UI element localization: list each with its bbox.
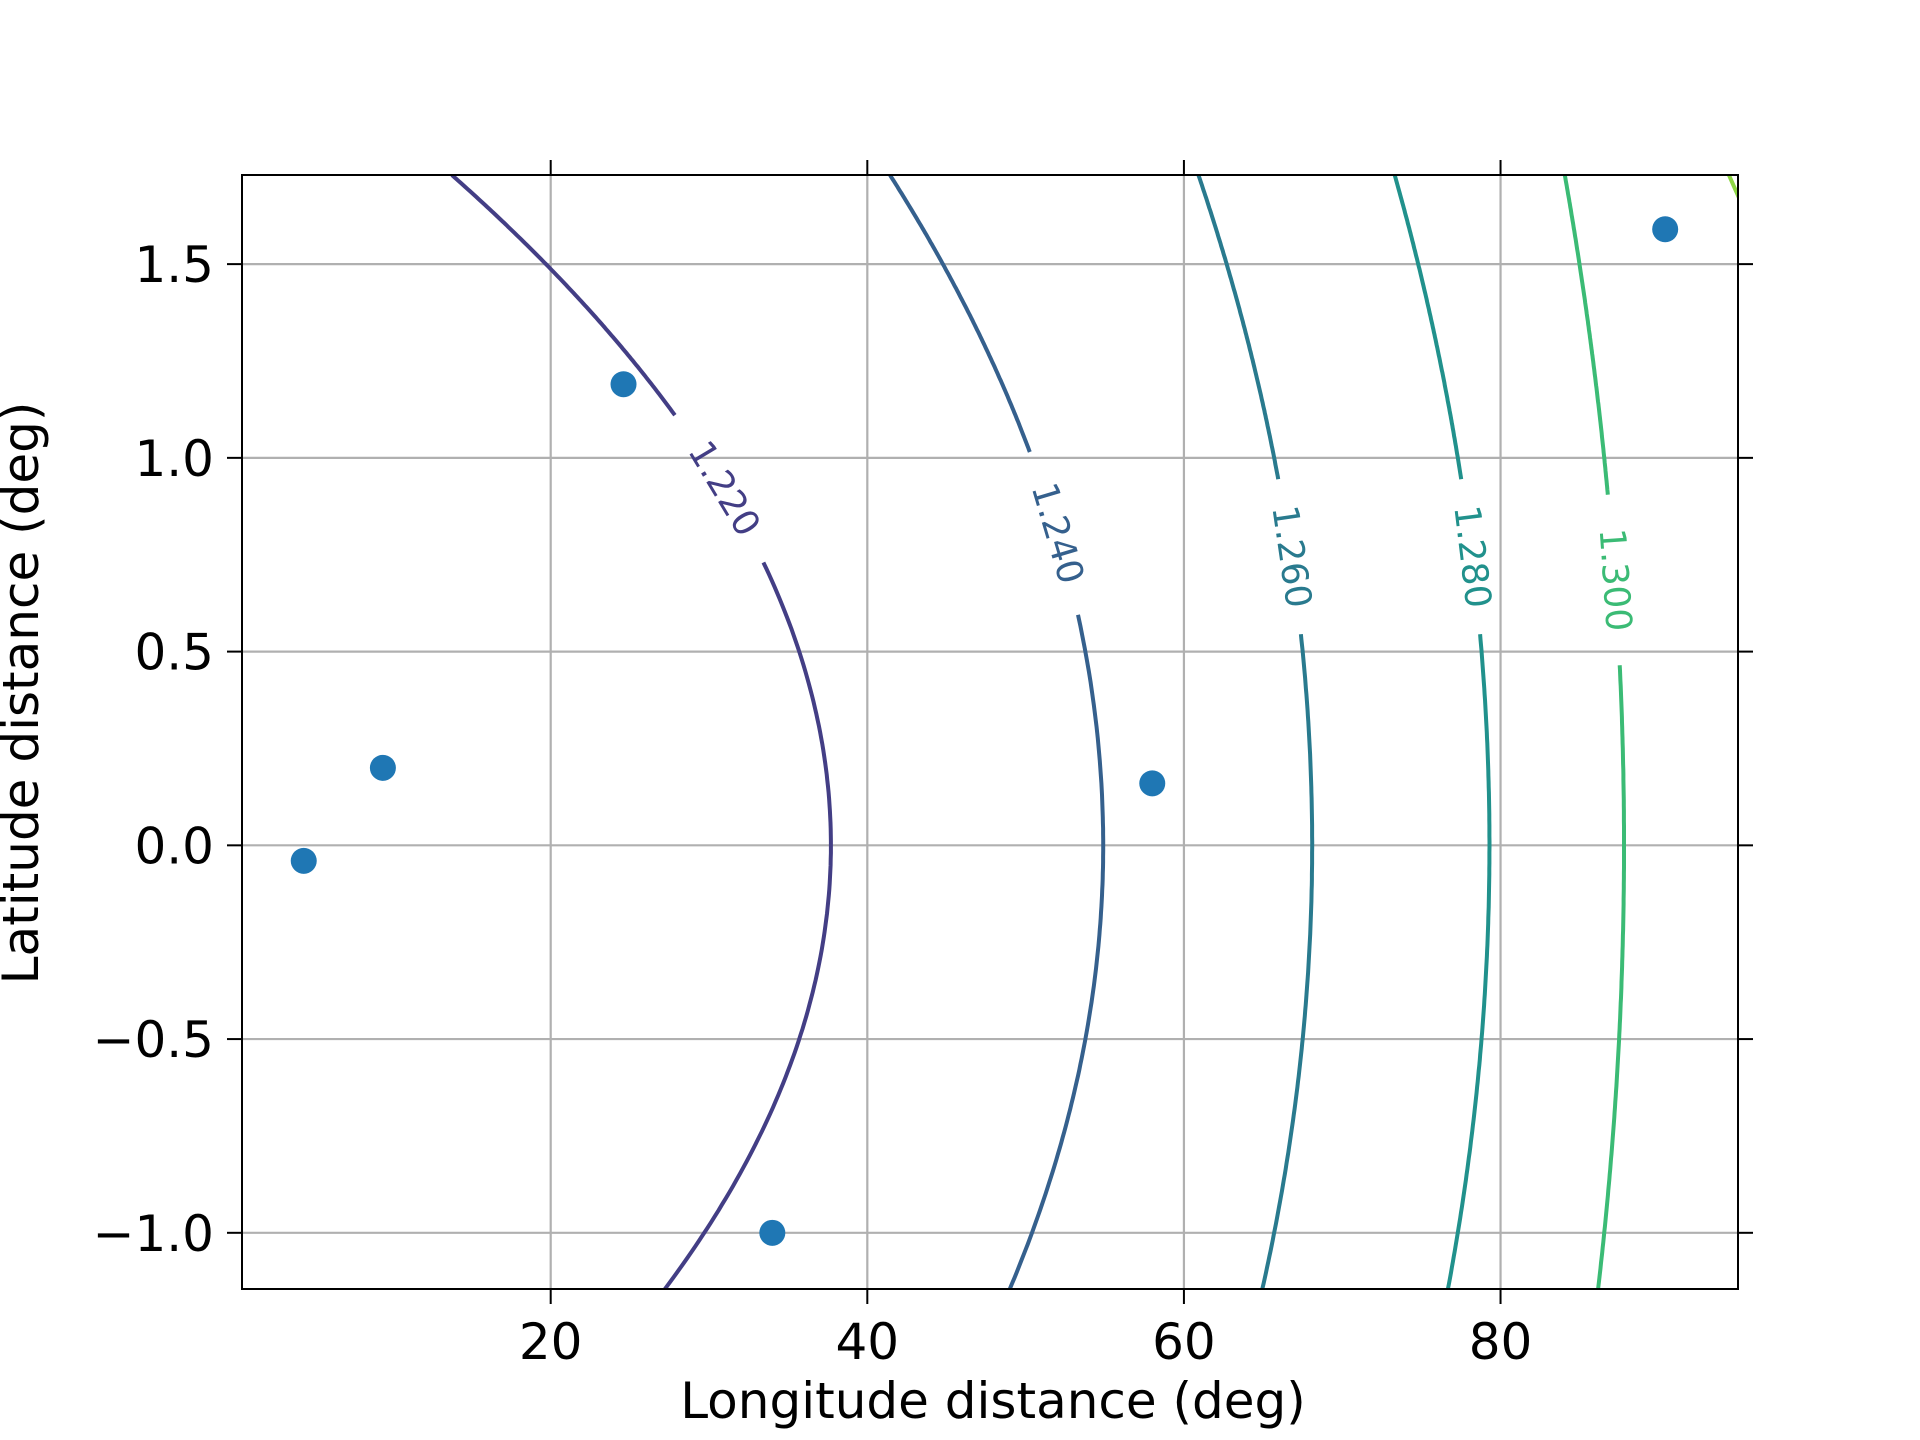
y-tick-label-1: −0.5 <box>93 1011 214 1069</box>
x-tick-label-2: 60 <box>1152 1313 1216 1371</box>
contour-line-1-seg-0 <box>1007 614 1106 1289</box>
contour-line-4-seg-1 <box>1562 175 1610 495</box>
x-tick-label-3: 80 <box>1469 1313 1533 1371</box>
contour-line-2-seg-1 <box>1196 175 1281 480</box>
y-axis-title: Latitude distance (deg) <box>0 402 50 985</box>
contour-lines: 1.220 1.240 1.260 1.280 1.300 <box>450 175 1738 1289</box>
y-tick-label-3: 0.5 <box>134 624 214 682</box>
contour-line-1-seg-1 <box>888 175 1032 453</box>
contour-line-3-seg-0 <box>1445 634 1492 1289</box>
scatter-points <box>290 216 1679 1246</box>
x-tick-label-0: 20 <box>519 1313 583 1371</box>
contour-line-4-seg-0 <box>1596 665 1626 1289</box>
contour-line-0-seg-0 <box>663 561 833 1289</box>
contour-group <box>450 175 1738 1289</box>
contour-line-3-seg-1 <box>1392 175 1464 480</box>
scatter-point-5 <box>1652 216 1679 243</box>
axis-ticks: 20 40 60 80 −1.0 −0.5 0.0 0.5 1.0 1.5 <box>93 160 1753 1371</box>
contour-line-0-seg-1 <box>450 175 677 417</box>
y-tick-label-4: 1.0 <box>134 430 214 488</box>
x-tick-label-1: 40 <box>835 1313 899 1371</box>
scatter-point-4 <box>1139 770 1166 797</box>
y-tick-label-5: 1.5 <box>134 236 214 294</box>
scatter-point-1 <box>369 754 396 781</box>
contour-label-4: 1.300 <box>1591 527 1639 633</box>
x-axis-title: Longitude distance (deg) <box>680 1372 1306 1430</box>
y-tick-label-2: 0.0 <box>134 817 214 875</box>
scatter-point-0 <box>290 847 317 874</box>
plot-frame <box>241 174 1739 1290</box>
grid <box>242 175 1738 1289</box>
contour-line-2-seg-0 <box>1260 634 1315 1289</box>
y-tick-label-0: −1.0 <box>93 1205 214 1263</box>
scatter-point-2 <box>610 371 637 398</box>
scatter-point-3 <box>759 1219 786 1246</box>
